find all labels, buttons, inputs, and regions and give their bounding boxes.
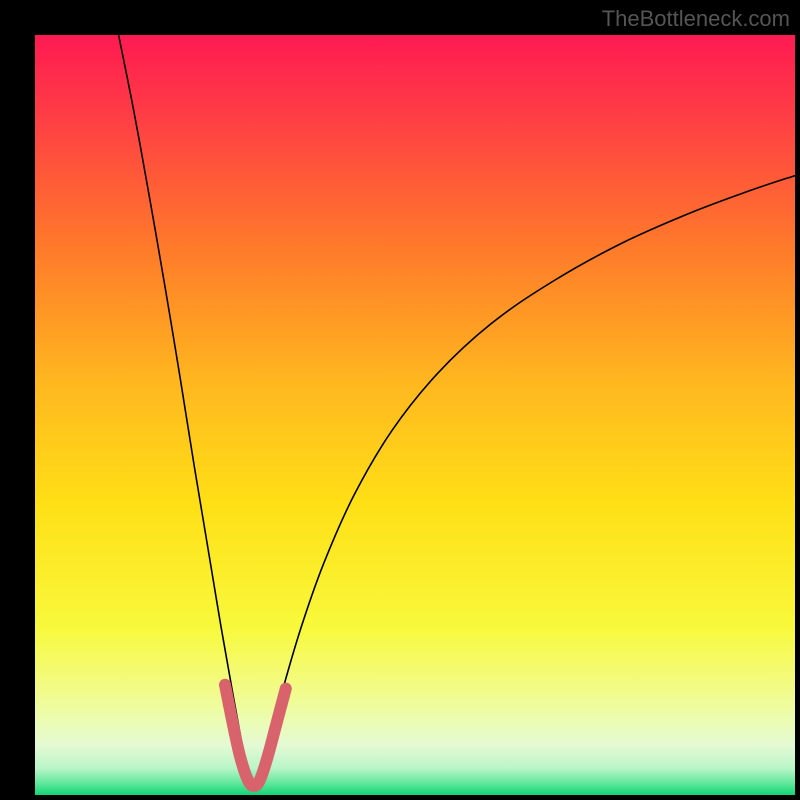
- plot-svg: [35, 35, 795, 795]
- chart-stage: TheBottleneck.com: [0, 0, 800, 800]
- gradient-background: [35, 35, 795, 795]
- watermark-text: TheBottleneck.com: [602, 6, 790, 32]
- plot-area: [35, 35, 795, 795]
